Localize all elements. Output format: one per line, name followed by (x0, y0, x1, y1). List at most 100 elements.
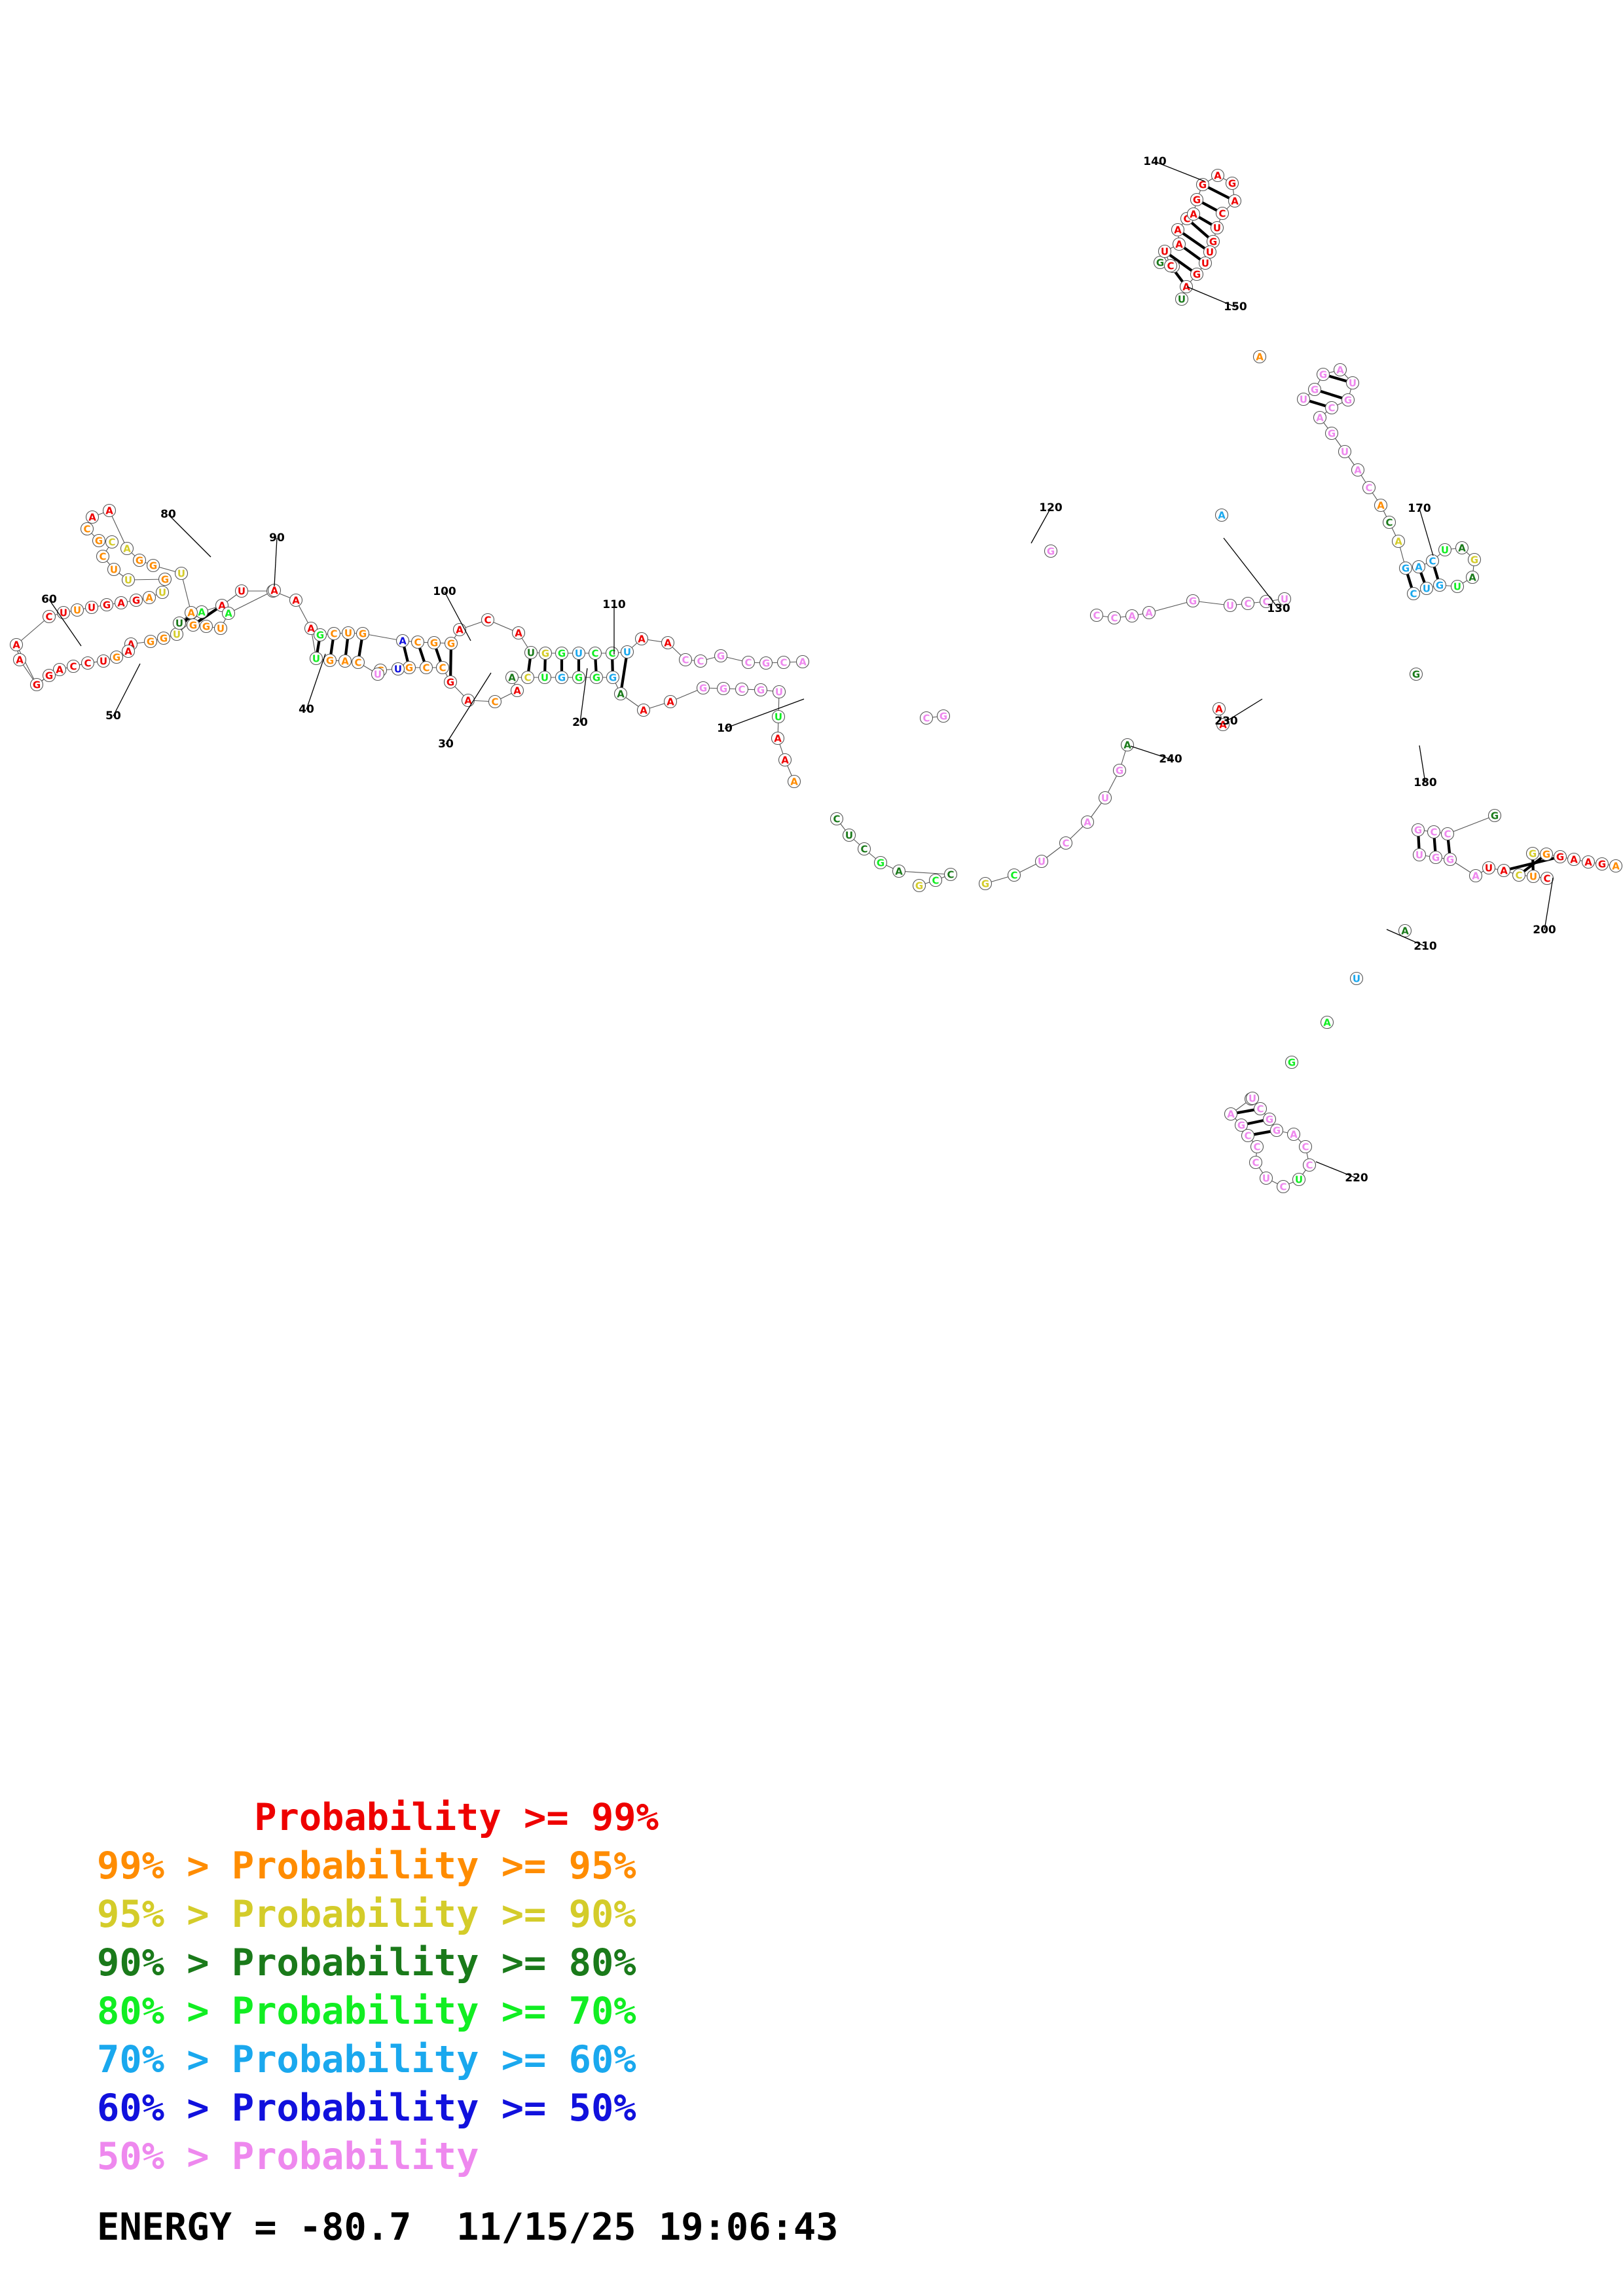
nucleotide: U (1292, 1172, 1306, 1187)
nucleotide-base: C (524, 672, 531, 684)
nucleotide: U (524, 645, 538, 660)
nucleotide-base: A (664, 637, 672, 649)
nucleotide-base: C (833, 814, 840, 825)
nucleotide-base: U (1529, 871, 1537, 883)
nucleotide: U (213, 621, 228, 636)
nucleotide-base: G (113, 652, 120, 664)
position-label: 150 (1224, 300, 1247, 314)
nucleotide-base: G (359, 628, 367, 640)
nucleotide-base: U (775, 687, 783, 698)
nucleotide: A (1333, 363, 1347, 377)
nucleotide: G (978, 876, 993, 891)
position-label: 120 (1039, 501, 1063, 514)
nucleotide: U (371, 667, 385, 681)
nucleotide: C (1007, 868, 1021, 882)
nucleotide: G (1411, 823, 1425, 837)
nucleotide: U (1482, 861, 1496, 875)
nucleotide: C (435, 660, 450, 675)
nucleotide: G (443, 675, 458, 689)
nucleotide-base: G (1529, 848, 1537, 860)
nucleotide-base: A (1323, 1017, 1331, 1029)
nucleotide-base: G (1432, 852, 1440, 864)
nucleotide-base: A (1570, 854, 1578, 866)
nucleotide: U (121, 573, 136, 587)
nucleotide-base: C (1515, 870, 1522, 882)
nucleotide: A (102, 503, 117, 518)
nucleotide-base: G (1412, 669, 1420, 681)
nucleotide-base: C (1365, 482, 1372, 494)
nucleotide-base: A (225, 608, 232, 620)
nucleotide-base: A (464, 695, 472, 707)
nucleotide: C (693, 654, 708, 668)
nucleotide-base: G (1209, 236, 1217, 248)
nucleotide-base: A (1227, 1109, 1235, 1121)
nucleotide-base: C (1183, 213, 1190, 225)
nucleotide-base: A (1256, 351, 1264, 363)
nucleotide: A (184, 605, 198, 620)
nucleotide-base: C (45, 611, 52, 623)
position-leader-line (274, 537, 278, 587)
position-leader-line (445, 672, 492, 745)
nucleotide-base: A (1468, 572, 1476, 584)
nucleotide: A (1142, 605, 1156, 620)
nucleotide: U (84, 600, 99, 615)
nucleotide-base: A (123, 543, 131, 555)
nucleotide: C (830, 812, 844, 826)
nucleotide-base: G (1556, 852, 1564, 863)
nucleotide-base: A (1500, 865, 1508, 877)
nucleotide-base: A (1215, 704, 1223, 715)
nucleotide: G (1225, 176, 1239, 190)
nucleotide-base: U (1281, 594, 1288, 605)
nucleotide: U (771, 709, 786, 724)
nucleotide-base: A (1584, 857, 1592, 869)
nucleotide: A (1252, 350, 1267, 364)
nucleotide: U (341, 626, 356, 640)
nucleotide-base: G (316, 630, 324, 641)
nucleotide: G (1190, 192, 1204, 207)
nucleotide-base: G (981, 878, 989, 890)
nucleotide-base: G (1193, 194, 1201, 206)
nucleotide: C (419, 660, 433, 675)
nucleotide-base: G (189, 620, 197, 632)
nucleotide: U (1034, 854, 1049, 869)
nucleotide-base: A (399, 636, 407, 647)
nucleotide-base: G (147, 636, 155, 648)
position-leader-line (1419, 745, 1426, 783)
nucleotide-base: U (1249, 1093, 1256, 1105)
nucleotide: G (1443, 852, 1457, 867)
nucleotide-base: A (1377, 500, 1385, 512)
position-label: 90 (269, 531, 285, 545)
nucleotide-base: U (1441, 545, 1449, 556)
nucleotide-base: C (491, 696, 498, 708)
nucleotide-base: A (1395, 536, 1402, 548)
position-label: 20 (572, 716, 588, 729)
nucleotide-base: G (877, 857, 884, 869)
nucleotide: G (1112, 763, 1127, 778)
nucleotide: A (461, 693, 475, 708)
nucleotide: G (42, 668, 56, 683)
position-label: 180 (1413, 776, 1437, 789)
nucleotide-base: A (1218, 510, 1226, 522)
nucleotide: U (1175, 292, 1189, 306)
nucleotide-base: G (161, 574, 169, 586)
nucleotide: A (1374, 498, 1388, 512)
nucleotide-base: G (95, 535, 103, 547)
nucleotide: G (759, 656, 773, 670)
nucleotide-base: C (1385, 517, 1393, 529)
nucleotide: C (943, 867, 958, 882)
nucleotide-base: U (1161, 246, 1169, 258)
nucleotide: G (1262, 1112, 1277, 1126)
nucleotide-base: U (100, 656, 107, 668)
nucleotide-base: C (1252, 1157, 1259, 1169)
nucleotide-base: U (1349, 378, 1357, 389)
nucleotide: A (1391, 534, 1406, 548)
nucleotide-base: A (1401, 925, 1409, 937)
nucleotide: C (1089, 608, 1104, 622)
nucleotide-base: G (699, 683, 707, 694)
legend-row-90: 95% > Probability >= 90% (97, 1893, 636, 1936)
nucleotide-base: A (1123, 740, 1131, 751)
nucleotide: A (221, 606, 236, 620)
nucleotide: C (1259, 594, 1273, 609)
nucleotide: U (538, 670, 552, 685)
nucleotide: C (1382, 515, 1396, 529)
